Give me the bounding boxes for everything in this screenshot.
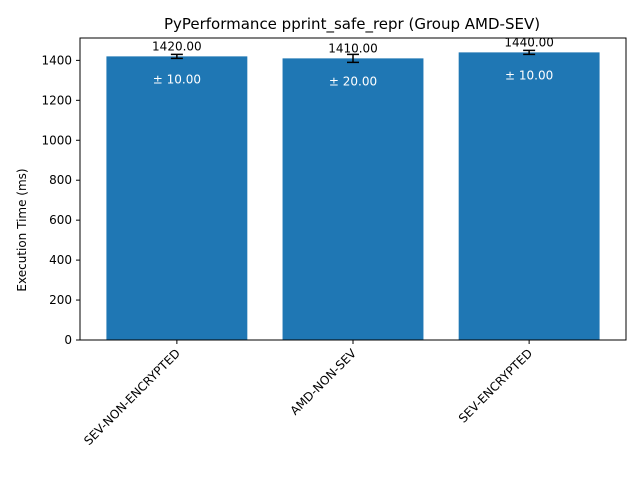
- x-tick-label: SEV-NON-ENCRYPTED: [81, 346, 183, 448]
- data-label: 1440.00: [504, 35, 554, 49]
- error-bars-group: [170, 49, 536, 64]
- y-tick-label: 1000: [41, 133, 72, 147]
- error-label: ± 20.00: [329, 74, 377, 88]
- y-tick-label: 600: [49, 213, 72, 227]
- y-tick-label: 800: [49, 173, 72, 187]
- bar: [458, 52, 600, 340]
- data-labels-group: 1420.00 ± 10.00 1410.00 ± 20.00 1440.00 ± 10.…: [152, 35, 554, 88]
- y-tick-label: 0: [64, 333, 72, 347]
- data-label: 1420.00: [152, 39, 202, 53]
- bar: [106, 56, 248, 340]
- y-tick-label: 1200: [41, 93, 72, 107]
- error-label: ± 10.00: [153, 72, 201, 86]
- x-tick-label: SEV-ENCRYPTED: [456, 346, 535, 425]
- y-axis-label: Execution Time (ms): [15, 168, 29, 291]
- error-label: ± 10.00: [505, 68, 553, 82]
- y-tick-label: 200: [49, 293, 72, 307]
- y-tick-label: 1400: [41, 53, 72, 67]
- y-axis: 0 200 400 600 800 1000 1200 1400: [41, 53, 80, 347]
- x-axis: SEV-NON-ENCRYPTED AMD-NON-SEV SEV-ENCRYPTE…: [81, 340, 535, 448]
- plot-frame: [79, 37, 627, 341]
- chart-title: PyPerformance pprint_safe_repr (Group AM…: [164, 15, 540, 34]
- x-tick-label: AMD-NON-SEV: [288, 346, 360, 418]
- y-tick-label: 400: [49, 253, 72, 267]
- bar: [282, 58, 424, 340]
- data-label: 1410.00: [328, 41, 378, 55]
- bars-group: [106, 52, 600, 340]
